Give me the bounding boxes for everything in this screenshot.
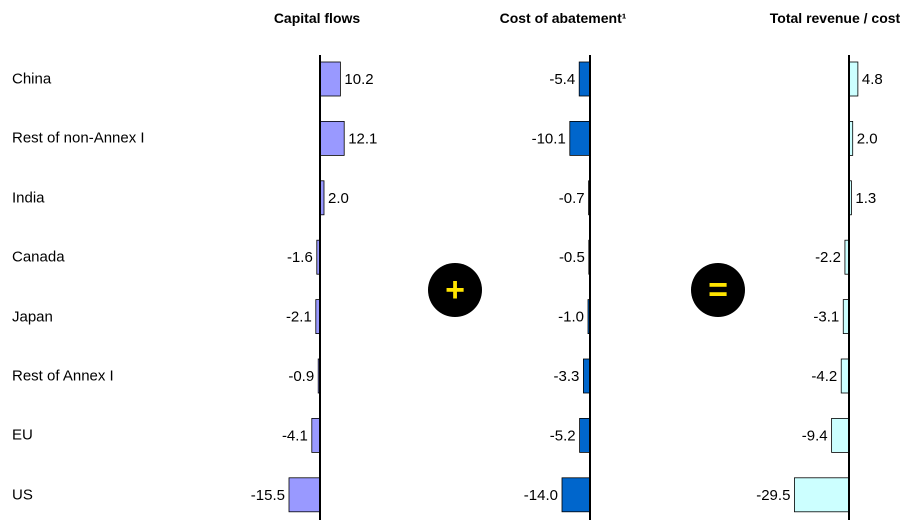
bar-cost-of-abatement-eu: [579, 417, 591, 453]
value-label-cost-of-abatement-eu: -5.2: [550, 427, 576, 444]
bar-capital-flows-china: [319, 61, 341, 97]
category-label-canada: Canada: [12, 248, 65, 266]
category-label-eu: EU: [12, 426, 33, 444]
panel-title-cost-of-abatement: Cost of abatement¹: [499, 10, 627, 26]
panel-title-total-revenue-cost: Total revenue / cost: [769, 10, 901, 26]
category-label-china: China: [12, 70, 52, 88]
value-label-total-revenue-cost-eu: -9.4: [802, 427, 828, 444]
category-label-rest-of-annex-i: Rest of Annex I: [12, 367, 114, 385]
bar-total-revenue-cost-eu: [831, 417, 850, 453]
value-label-total-revenue-cost-rest-of-annex-i: -4.2: [811, 368, 837, 385]
value-label-total-revenue-cost-rest-of-non-annex-i: 2.0: [857, 130, 878, 147]
panel-cost-of-abatement: -5.4 -10.1 -0.7 -0.5 -1.0 -3.3 -5.2 -14.0: [524, 55, 591, 520]
value-label-capital-flows-china: 10.2: [344, 71, 373, 88]
value-label-total-revenue-cost-canada: -2.2: [815, 249, 841, 266]
panel-total-revenue-cost: 4.8 2.0 1.3 -2.2 -3.1 -4.2 -9.4 -29.5: [756, 55, 883, 520]
value-label-cost-of-abatement-canada: -0.5: [559, 249, 585, 266]
value-label-capital-flows-japan: -2.1: [286, 309, 312, 326]
value-label-total-revenue-cost-china: 4.8: [862, 71, 883, 88]
category-label-us: US: [12, 486, 33, 504]
value-label-capital-flows-rest-of-non-annex-i: 12.1: [348, 130, 377, 147]
value-label-capital-flows-us: -15.5: [251, 487, 285, 504]
bar-cost-of-abatement-rest-of-non-annex-i: [569, 121, 591, 156]
value-label-capital-flows-india: 2.0: [328, 190, 349, 207]
value-label-total-revenue-cost-india: 1.3: [855, 190, 876, 207]
panel-title-capital-flows: Capital flows: [273, 10, 361, 26]
value-label-cost-of-abatement-japan: -1.0: [558, 309, 584, 326]
bar-capital-flows-eu: [311, 417, 321, 453]
category-label-india: India: [12, 189, 45, 207]
plus-operator-icon: +: [428, 263, 482, 317]
bar-cost-of-abatement-china: [578, 61, 591, 97]
bar-capital-flows-rest-of-non-annex-i: [319, 121, 345, 156]
bar-total-revenue-cost-rest-of-annex-i: [840, 358, 850, 394]
equals-operator-icon: =: [691, 263, 745, 317]
bar-capital-flows-us: [288, 477, 321, 513]
value-label-cost-of-abatement-china: -5.4: [549, 71, 575, 88]
value-label-cost-of-abatement-india: -0.7: [559, 190, 585, 207]
category-label-japan: Japan: [12, 308, 53, 326]
panel-capital-flows: 10.2 12.1 2.0 -1.6 -2.1 -0.9 -4.1 -15.5: [251, 55, 377, 520]
value-label-capital-flows-eu: -4.1: [282, 427, 308, 444]
value-label-total-revenue-cost-us: -29.5: [756, 487, 790, 504]
bar-total-revenue-cost-us: [794, 477, 850, 513]
bar-total-revenue-cost-china: [848, 61, 859, 97]
value-label-capital-flows-canada: -1.6: [287, 249, 313, 266]
bar-cost-of-abatement-us: [561, 477, 591, 513]
value-label-capital-flows-rest-of-annex-i: -0.9: [288, 368, 314, 385]
value-label-cost-of-abatement-rest-of-annex-i: -3.3: [554, 368, 580, 385]
category-label-rest-of-non-annex-i: Rest of non-Annex I: [12, 129, 145, 147]
value-label-total-revenue-cost-japan: -3.1: [813, 309, 839, 326]
value-label-cost-of-abatement-us: -14.0: [524, 487, 558, 504]
value-label-cost-of-abatement-rest-of-non-annex-i: -10.1: [532, 130, 566, 147]
